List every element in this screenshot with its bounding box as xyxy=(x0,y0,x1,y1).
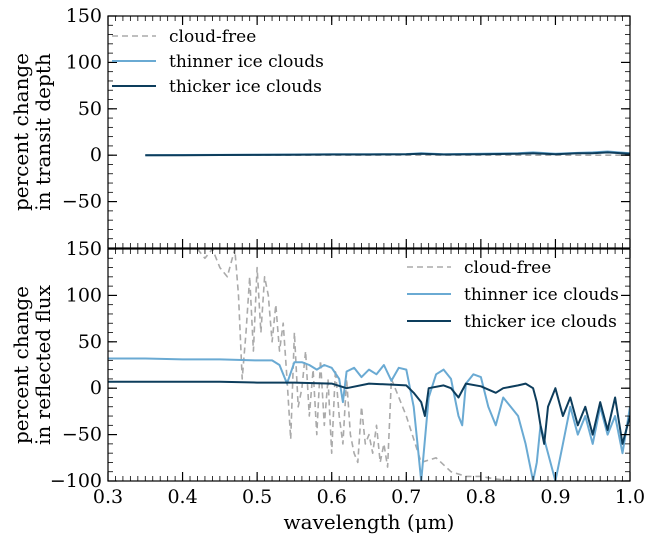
bottom-legend-label: thinner ice clouds xyxy=(464,285,619,305)
bottom-ylabel-line2: in reflected flux xyxy=(31,284,55,445)
transit-depth-panel: −50 0 50 100 150 percent change in transit d… xyxy=(9,5,631,249)
top-legend: cloud-free thinner ice clouds thicker ice … xyxy=(112,27,324,97)
xtick-label: 0.6 xyxy=(317,486,347,508)
top-axes-frame xyxy=(107,15,631,249)
bottom-ticks: −100 −50 0 50 100 150 0.3 0.4 0.5 0.6 0.7 0.8 0.9 1.0 xyxy=(50,238,645,508)
bottom-ytick-label: 50 xyxy=(78,331,102,353)
top-legend-label: cloud-free xyxy=(169,27,256,47)
xtick-label: 0.5 xyxy=(242,486,272,508)
bottom-legend: cloud-free thinner ice clouds thicker ice … xyxy=(407,258,619,332)
top-ylabel-line1: percent change xyxy=(9,53,33,211)
xtick-label: 0.8 xyxy=(466,486,496,508)
top-series-thicker-ice-clouds xyxy=(145,151,630,157)
xtick-label: 0.3 xyxy=(93,486,123,508)
top-ticks: −50 0 50 100 150 xyxy=(62,5,631,249)
top-ytick-label: 50 xyxy=(78,98,102,120)
bottom-series-cloud-free xyxy=(196,249,630,481)
top-ytick-label: 100 xyxy=(66,51,102,73)
x-axis-label: wavelength (μm) xyxy=(284,510,455,534)
top-legend-label: thicker ice clouds xyxy=(169,77,322,97)
top-series-group xyxy=(145,150,630,157)
xtick-label: 0.7 xyxy=(391,486,421,508)
bottom-series-thinner-ice-clouds xyxy=(108,357,630,481)
bottom-ytick-label: −100 xyxy=(50,470,102,492)
top-ytick-label: −50 xyxy=(62,191,102,213)
reflected-flux-panel: −100 −50 0 50 100 150 0.3 0.4 0.5 0.6 0.7 0.8 0.9 1.0… xyxy=(9,238,645,534)
top-ytick-label: 150 xyxy=(66,5,102,27)
bottom-series-group xyxy=(108,249,630,481)
xtick-label: 0.4 xyxy=(167,486,197,508)
top-ylabel-line2: in transit depth xyxy=(31,53,55,211)
bottom-ylabel-line1: percent change xyxy=(9,286,33,444)
xtick-label: 0.9 xyxy=(540,486,570,508)
bottom-axes-frame xyxy=(107,248,631,482)
bottom-ytick-label: 0 xyxy=(90,377,102,399)
xtick-label: 1.0 xyxy=(615,486,645,508)
bottom-ytick-label: 100 xyxy=(66,284,102,306)
top-ytick-label: 0 xyxy=(90,144,102,166)
bottom-legend-label: thicker ice clouds xyxy=(464,312,617,332)
bottom-series-thicker-ice-clouds xyxy=(108,380,630,445)
bottom-ytick-label: 150 xyxy=(66,238,102,260)
bottom-ytick-label: −50 xyxy=(62,424,102,446)
top-legend-label: thinner ice clouds xyxy=(169,52,324,72)
bottom-legend-label: cloud-free xyxy=(464,258,551,278)
